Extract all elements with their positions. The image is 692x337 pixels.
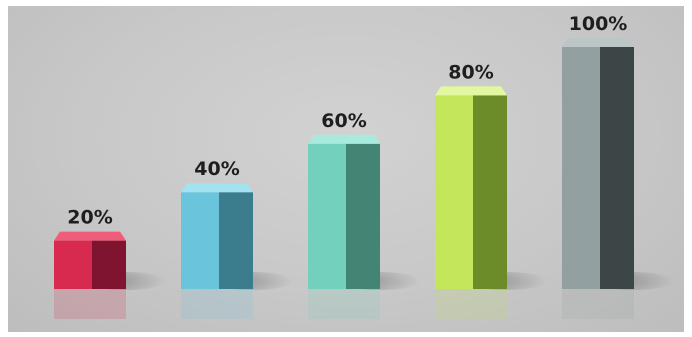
bar-reflection xyxy=(435,289,507,319)
bar-front xyxy=(562,47,600,289)
bar-front xyxy=(435,95,473,290)
bar-reflection xyxy=(308,289,380,319)
bar-top xyxy=(181,183,253,193)
bar-20-pct: 20% xyxy=(54,207,166,319)
bar-side xyxy=(219,192,253,289)
bar-60-pct: 60% xyxy=(308,110,420,319)
bar-reflection xyxy=(181,289,253,319)
bar-side xyxy=(92,240,126,289)
data-label: 100% xyxy=(569,13,628,35)
bar-front xyxy=(308,143,346,289)
bar-top xyxy=(435,86,507,96)
data-label: 40% xyxy=(194,158,239,180)
bar-top xyxy=(562,38,634,47)
data-label: 60% xyxy=(321,110,366,132)
chart-panel: 20% 40% 60% 80% 100% xyxy=(8,6,684,332)
bar-side xyxy=(600,47,634,289)
bar-80-pct: 80% xyxy=(435,61,547,319)
bar-40-pct: 40% xyxy=(181,158,293,319)
bar-top xyxy=(54,231,126,241)
data-label: 20% xyxy=(67,207,112,229)
bar-reflection xyxy=(562,289,634,319)
bar-front xyxy=(54,240,92,289)
bar-reflection xyxy=(54,289,126,319)
bar-100-pct: 100% xyxy=(562,13,674,319)
bar-side xyxy=(346,143,380,289)
bar-front xyxy=(181,192,219,289)
bar-side xyxy=(473,95,507,290)
bar-top xyxy=(308,134,380,144)
data-label: 80% xyxy=(448,61,493,83)
bar-chart: 20% 40% 60% 80% 100% xyxy=(54,13,674,319)
